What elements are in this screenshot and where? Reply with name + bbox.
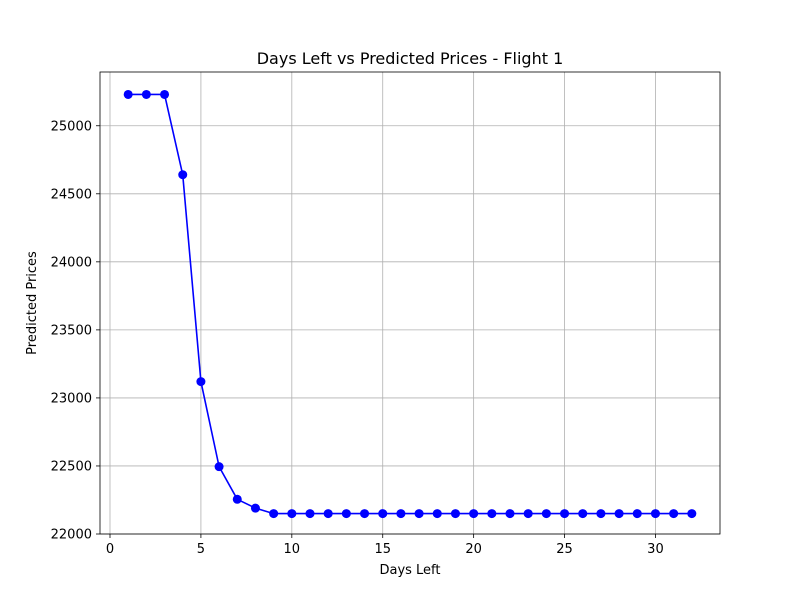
y-tick-label: 23000 bbox=[51, 391, 92, 406]
y-tick-label: 24000 bbox=[51, 255, 92, 270]
data-point bbox=[523, 509, 533, 519]
data-point bbox=[341, 509, 351, 519]
data-point bbox=[160, 89, 170, 99]
x-tick-label: 20 bbox=[465, 542, 482, 557]
data-point bbox=[250, 503, 260, 513]
chart-title: Days Left vs Predicted Prices - Flight 1 bbox=[257, 49, 564, 68]
y-tick-label: 22000 bbox=[51, 528, 92, 543]
data-point bbox=[469, 509, 479, 519]
x-tick-label: 10 bbox=[284, 542, 301, 557]
data-point bbox=[141, 89, 151, 99]
x-tick-label: 15 bbox=[374, 542, 391, 557]
plot-area bbox=[100, 72, 720, 534]
data-point bbox=[232, 494, 242, 504]
data-point bbox=[323, 509, 333, 519]
data-point bbox=[305, 509, 315, 519]
data-point bbox=[578, 509, 588, 519]
data-point bbox=[687, 509, 697, 519]
data-point bbox=[505, 509, 515, 519]
x-tick-label: 30 bbox=[647, 542, 664, 557]
x-tick-label: 0 bbox=[106, 542, 114, 557]
y-tick-label: 23500 bbox=[51, 323, 92, 338]
data-point bbox=[632, 509, 642, 519]
series-layer bbox=[123, 89, 697, 519]
data-point bbox=[396, 509, 406, 519]
data-point bbox=[123, 89, 133, 99]
data-point bbox=[541, 509, 551, 519]
tick-layer: 0 5 10 15 20 25 30 22000 22500 23000 23500 24000 245… bbox=[51, 119, 664, 557]
plot-frame bbox=[99, 71, 721, 535]
data-point bbox=[178, 170, 188, 180]
data-point bbox=[196, 377, 206, 387]
x-axis-label: Days Left bbox=[379, 563, 440, 578]
data-point bbox=[596, 509, 606, 519]
data-point bbox=[450, 509, 460, 519]
data-point bbox=[614, 509, 624, 519]
data-point bbox=[214, 462, 224, 472]
x-tick-label: 25 bbox=[556, 542, 573, 557]
data-point bbox=[650, 509, 660, 519]
data-point bbox=[378, 509, 388, 519]
y-axis-label: Predicted Prices bbox=[25, 251, 40, 355]
data-point bbox=[487, 509, 497, 519]
data-point bbox=[414, 509, 424, 519]
x-tick-label: 5 bbox=[197, 542, 205, 557]
data-point bbox=[360, 509, 370, 519]
data-point bbox=[669, 509, 679, 519]
y-tick-label: 25000 bbox=[51, 119, 92, 134]
y-tick-label: 22500 bbox=[51, 459, 92, 474]
y-tick-label: 24500 bbox=[51, 187, 92, 202]
data-point bbox=[287, 509, 297, 519]
data-point bbox=[432, 509, 442, 519]
data-point bbox=[269, 509, 279, 519]
data-point bbox=[560, 509, 570, 519]
